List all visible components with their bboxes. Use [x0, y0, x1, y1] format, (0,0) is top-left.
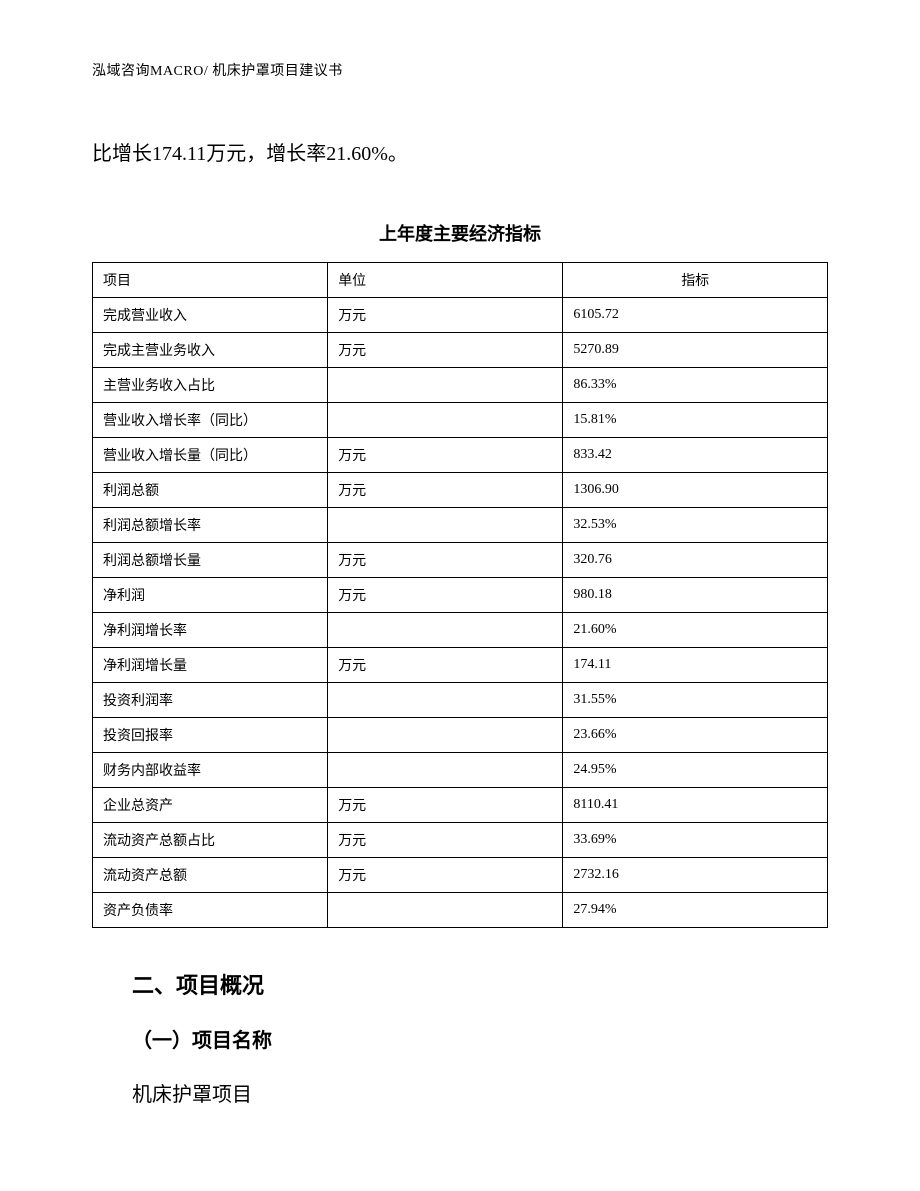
cell-value: 6105.72 — [563, 298, 828, 333]
page-header: 泓域咨询MACRO/ 机床护罩项目建议书 — [92, 60, 828, 80]
table-row: 投资回报率 23.66% — [93, 718, 828, 753]
cell-unit — [328, 753, 563, 788]
cell-value: 174.11 — [563, 648, 828, 683]
cell-unit: 万元 — [328, 648, 563, 683]
cell-value: 1306.90 — [563, 473, 828, 508]
cell-item: 资产负债率 — [93, 893, 328, 928]
table-row: 流动资产总额万元2732.16 — [93, 858, 828, 893]
cell-item: 投资利润率 — [93, 683, 328, 718]
table-row: 财务内部收益率 24.95% — [93, 753, 828, 788]
cell-item: 利润总额 — [93, 473, 328, 508]
cell-unit: 万元 — [328, 543, 563, 578]
table-row: 利润总额增长率 32.53% — [93, 508, 828, 543]
table-row: 企业总资产万元8110.41 — [93, 788, 828, 823]
project-name-text: 机床护罩项目 — [132, 1077, 828, 1113]
cell-value: 15.81% — [563, 403, 828, 438]
cell-unit: 万元 — [328, 858, 563, 893]
cell-item: 净利润 — [93, 578, 328, 613]
cell-unit — [328, 508, 563, 543]
cell-unit: 万元 — [328, 823, 563, 858]
cell-item: 营业收入增长量（同比） — [93, 438, 328, 473]
table-row: 流动资产总额占比万元33.69% — [93, 823, 828, 858]
cell-item: 财务内部收益率 — [93, 753, 328, 788]
cell-value: 31.55% — [563, 683, 828, 718]
cell-unit: 万元 — [328, 438, 563, 473]
cell-item: 完成主营业务收入 — [93, 333, 328, 368]
table-row: 完成主营业务收入万元5270.89 — [93, 333, 828, 368]
table-title: 上年度主要经济指标 — [92, 220, 828, 246]
cell-item: 投资回报率 — [93, 718, 328, 753]
table-row: 净利润增长率 21.60% — [93, 613, 828, 648]
table-row: 净利润万元980.18 — [93, 578, 828, 613]
subsection-heading: （一）项目名称 — [132, 1024, 828, 1053]
cell-item: 流动资产总额 — [93, 858, 328, 893]
cell-unit — [328, 613, 563, 648]
cell-unit — [328, 893, 563, 928]
cell-item: 主营业务收入占比 — [93, 368, 328, 403]
table-body: 完成营业收入万元6105.72 完成主营业务收入万元5270.89 主营业务收入… — [93, 298, 828, 928]
cell-value: 833.42 — [563, 438, 828, 473]
cell-value: 2732.16 — [563, 858, 828, 893]
cell-unit — [328, 368, 563, 403]
table-header-row: 项目 单位 指标 — [93, 263, 828, 298]
cell-value: 21.60% — [563, 613, 828, 648]
cell-item: 净利润增长率 — [93, 613, 328, 648]
page-content: 泓域咨询MACRO/ 机床护罩项目建议书 比增长174.11万元，增长率21.6… — [0, 0, 920, 1113]
cell-unit: 万元 — [328, 578, 563, 613]
cell-item: 流动资产总额占比 — [93, 823, 328, 858]
cell-unit: 万元 — [328, 788, 563, 823]
table-row: 主营业务收入占比 86.33% — [93, 368, 828, 403]
cell-value: 33.69% — [563, 823, 828, 858]
cell-value: 8110.41 — [563, 788, 828, 823]
column-header-item: 项目 — [93, 263, 328, 298]
cell-item: 净利润增长量 — [93, 648, 328, 683]
cell-unit — [328, 718, 563, 753]
cell-unit — [328, 403, 563, 438]
cell-item: 企业总资产 — [93, 788, 328, 823]
cell-item: 利润总额增长率 — [93, 508, 328, 543]
table-row: 利润总额增长量万元320.76 — [93, 543, 828, 578]
cell-unit: 万元 — [328, 333, 563, 368]
column-header-value: 指标 — [563, 263, 828, 298]
table-row: 完成营业收入万元6105.72 — [93, 298, 828, 333]
table-row: 营业收入增长率（同比） 15.81% — [93, 403, 828, 438]
table-row: 净利润增长量万元174.11 — [93, 648, 828, 683]
cell-value: 24.95% — [563, 753, 828, 788]
cell-value: 5270.89 — [563, 333, 828, 368]
column-header-unit: 单位 — [328, 263, 563, 298]
economic-indicators-table: 项目 单位 指标 完成营业收入万元6105.72 完成主营业务收入万元5270.… — [92, 262, 828, 928]
section-heading: 二、项目概况 — [132, 968, 828, 1000]
table-row: 营业收入增长量（同比）万元833.42 — [93, 438, 828, 473]
cell-value: 980.18 — [563, 578, 828, 613]
cell-item: 完成营业收入 — [93, 298, 328, 333]
cell-value: 32.53% — [563, 508, 828, 543]
table-row: 投资利润率 31.55% — [93, 683, 828, 718]
cell-value: 86.33% — [563, 368, 828, 403]
table-row: 资产负债率 27.94% — [93, 893, 828, 928]
cell-value: 23.66% — [563, 718, 828, 753]
cell-unit: 万元 — [328, 298, 563, 333]
cell-unit: 万元 — [328, 473, 563, 508]
cell-item: 利润总额增长量 — [93, 543, 328, 578]
cell-value: 320.76 — [563, 543, 828, 578]
cell-value: 27.94% — [563, 893, 828, 928]
cell-item: 营业收入增长率（同比） — [93, 403, 328, 438]
table-row: 利润总额万元1306.90 — [93, 473, 828, 508]
intro-paragraph: 比增长174.11万元，增长率21.60%。 — [92, 136, 828, 172]
cell-unit — [328, 683, 563, 718]
